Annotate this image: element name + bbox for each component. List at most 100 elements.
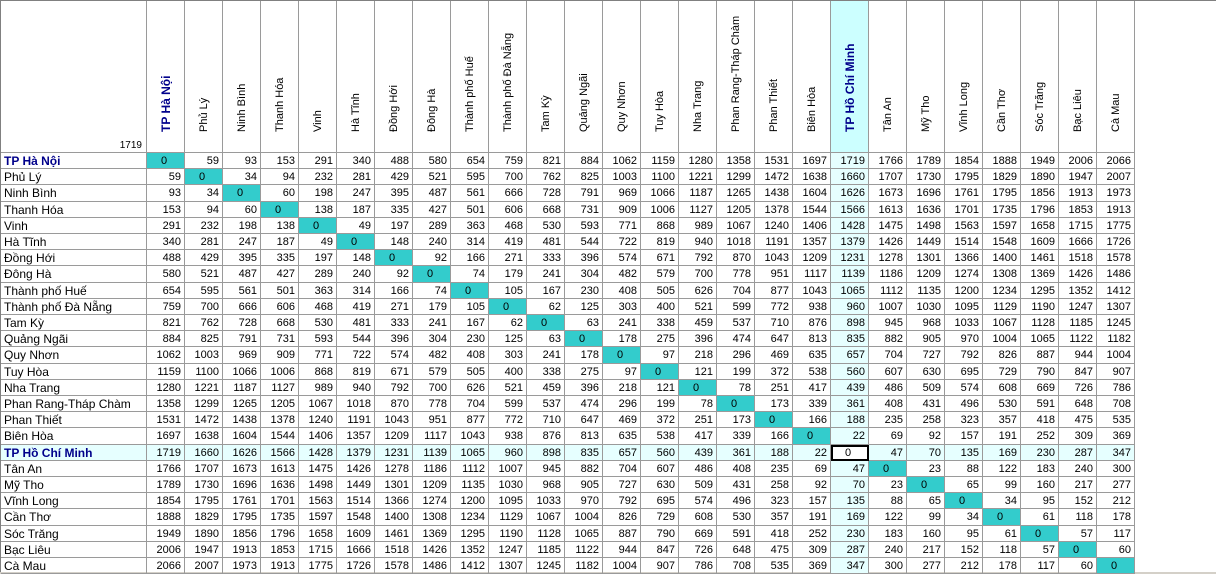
matrix-cell[interactable]: 152 [945, 541, 983, 558]
matrix-cell[interactable]: 969 [223, 347, 261, 364]
matrix-cell[interactable]: 240 [337, 266, 375, 283]
matrix-cell[interactable]: 1221 [185, 379, 223, 396]
matrix-cell[interactable]: 125 [565, 298, 603, 315]
matrix-cell[interactable]: 970 [945, 331, 983, 348]
matrix-cell[interactable]: 333 [375, 315, 413, 332]
matrix-cell[interactable]: 372 [755, 363, 793, 380]
matrix-cell[interactable]: 884 [565, 153, 603, 170]
matrix-cell[interactable]: 1280 [147, 379, 185, 396]
matrix-cell[interactable]: 0 [299, 217, 337, 234]
matrix-cell[interactable]: 1461 [375, 525, 413, 542]
matrix-cell[interactable]: 0 [641, 363, 679, 380]
matrix-cell[interactable]: 1597 [299, 509, 337, 526]
matrix-cell[interactable]: 417 [679, 428, 717, 445]
matrix-cell[interactable]: 287 [1059, 444, 1097, 461]
matrix-cell[interactable]: 1066 [223, 363, 261, 380]
matrix-cell[interactable]: 235 [755, 460, 793, 477]
matrix-cell[interactable]: 648 [1059, 396, 1097, 413]
matrix-cell[interactable]: 166 [451, 250, 489, 267]
matrix-cell[interactable]: 1795 [223, 509, 261, 526]
matrix-cell[interactable]: 1597 [983, 217, 1021, 234]
matrix-cell[interactable]: 61 [1021, 509, 1059, 526]
matrix-cell[interactable]: 1066 [641, 185, 679, 202]
matrix-cell[interactable]: 78 [679, 396, 717, 413]
matrix-cell[interactable]: 759 [147, 298, 185, 315]
matrix-cell[interactable]: 198 [223, 217, 261, 234]
matrix-cell[interactable]: 945 [527, 460, 565, 477]
matrix-cell[interactable]: 63 [527, 331, 565, 348]
matrix-cell[interactable]: 468 [299, 298, 337, 315]
column-header[interactable]: Cà Mau [1097, 1, 1135, 153]
row-header[interactable]: Nha Trang [1, 379, 147, 396]
matrix-cell[interactable]: 877 [755, 282, 793, 299]
matrix-cell[interactable]: 395 [375, 185, 413, 202]
matrix-cell[interactable]: 122 [869, 509, 907, 526]
matrix-cell[interactable]: 1043 [375, 412, 413, 429]
matrix-cell[interactable]: 792 [945, 347, 983, 364]
matrix-cell[interactable]: 635 [793, 347, 831, 364]
matrix-cell[interactable]: 1426 [869, 234, 907, 251]
matrix-cell[interactable]: 1191 [755, 234, 793, 251]
matrix-cell[interactable]: 1129 [489, 509, 527, 526]
matrix-cell[interactable]: 1274 [413, 493, 451, 510]
matrix-cell[interactable]: 94 [261, 169, 299, 186]
matrix-cell[interactable]: 1065 [565, 525, 603, 542]
matrix-cell[interactable]: 1426 [1059, 266, 1097, 283]
matrix-cell[interactable]: 1730 [907, 169, 945, 186]
matrix-cell[interactable]: 574 [679, 493, 717, 510]
matrix-cell[interactable]: 396 [565, 250, 603, 267]
matrix-cell[interactable]: 1307 [1097, 298, 1135, 315]
row-header[interactable]: Phan Rang-Tháp Chàm [1, 396, 147, 413]
matrix-cell[interactable]: 1795 [983, 185, 1021, 202]
matrix-cell[interactable]: 666 [489, 185, 527, 202]
matrix-cell[interactable]: 105 [489, 282, 527, 299]
matrix-cell[interactable]: 199 [717, 363, 755, 380]
matrix-cell[interactable]: 125 [489, 331, 527, 348]
matrix-cell[interactable]: 1205 [717, 201, 755, 218]
matrix-cell[interactable]: 870 [375, 396, 413, 413]
matrix-cell[interactable]: 695 [641, 493, 679, 510]
matrix-cell[interactable]: 538 [793, 363, 831, 380]
column-header[interactable]: Tuy Hòa [641, 1, 679, 153]
matrix-cell[interactable]: 1707 [185, 460, 223, 477]
matrix-cell[interactable]: 241 [527, 347, 565, 364]
matrix-cell[interactable]: 1209 [907, 266, 945, 283]
matrix-cell[interactable]: 323 [945, 412, 983, 429]
matrix-cell[interactable]: 1578 [1097, 250, 1135, 267]
matrix-cell[interactable]: 1004 [1097, 347, 1135, 364]
column-header[interactable]: TP Hồ Chí Minh [831, 1, 869, 153]
matrix-cell[interactable]: 34 [983, 493, 1021, 510]
matrix-cell[interactable]: 989 [679, 217, 717, 234]
matrix-cell[interactable]: 488 [147, 250, 185, 267]
matrix-cell[interactable]: 1613 [869, 201, 907, 218]
column-header[interactable]: Nha Trang [679, 1, 717, 153]
column-header[interactable]: Sóc Trăng [1021, 1, 1059, 153]
column-header[interactable]: Tam Kỳ [527, 1, 565, 153]
matrix-cell[interactable]: 1004 [565, 509, 603, 526]
matrix-cell[interactable]: 240 [1059, 460, 1097, 477]
matrix-cell[interactable]: 1913 [1059, 185, 1097, 202]
matrix-cell[interactable]: 60 [261, 185, 299, 202]
matrix-cell[interactable]: 1186 [869, 266, 907, 283]
matrix-cell[interactable]: 876 [527, 428, 565, 445]
matrix-cell[interactable]: 427 [413, 201, 451, 218]
matrix-cell[interactable]: 1280 [679, 153, 717, 170]
matrix-cell[interactable]: 47 [831, 460, 869, 477]
matrix-cell[interactable]: 1352 [451, 541, 489, 558]
matrix-cell[interactable]: 1735 [983, 201, 1021, 218]
matrix-cell[interactable]: 1245 [1097, 315, 1135, 332]
matrix-cell[interactable]: 0 [945, 493, 983, 510]
matrix-cell[interactable]: 1426 [413, 541, 451, 558]
matrix-cell[interactable]: 0 [831, 444, 869, 461]
matrix-cell[interactable]: 1187 [679, 185, 717, 202]
matrix-cell[interactable]: 1185 [527, 541, 565, 558]
matrix-cell[interactable]: 940 [679, 234, 717, 251]
matrix-cell[interactable]: 909 [261, 347, 299, 364]
row-header[interactable]: Thành phố Huế [1, 282, 147, 299]
matrix-cell[interactable]: 1007 [869, 298, 907, 315]
matrix-cell[interactable]: 729 [983, 363, 1021, 380]
column-header[interactable]: Phủ Lý [185, 1, 223, 153]
matrix-cell[interactable]: 1127 [679, 201, 717, 218]
matrix-cell[interactable]: 938 [489, 428, 527, 445]
matrix-cell[interactable]: 49 [337, 217, 375, 234]
